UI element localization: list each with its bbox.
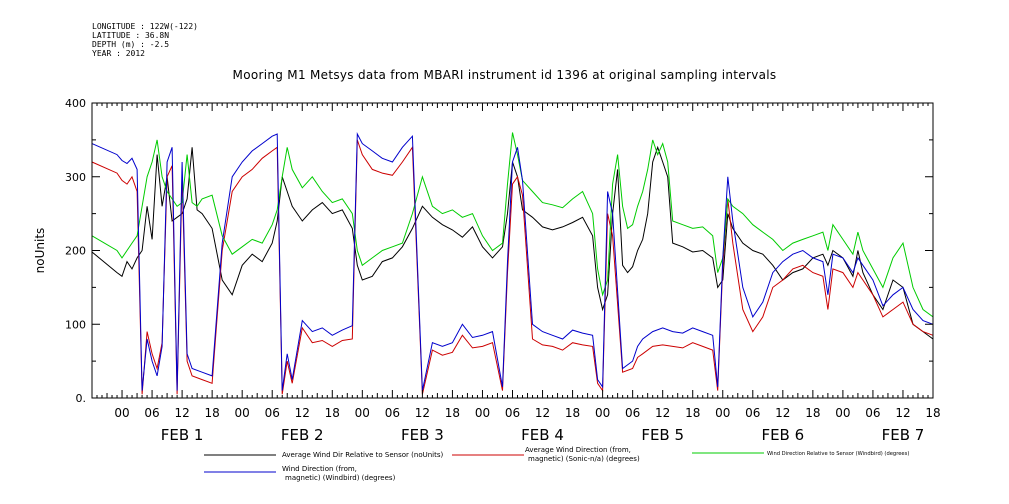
y-tick-label: 0. — [76, 392, 87, 405]
x-tick-label: 18 — [925, 406, 940, 420]
y-tick-label: 300 — [65, 171, 86, 184]
x-day-label: FEB 5 — [641, 426, 684, 444]
series-line-4 — [91, 132, 934, 391]
y-tick-label: 400 — [65, 97, 86, 110]
axis-layer: 0. 100 200 300 400 00 06 12 18 00 06 12 18 00 06 12 18 00… — [65, 97, 941, 444]
legend-label-windbird-direction-2: magnetic) (Windbird) (degrees) — [285, 474, 396, 482]
x-tick-label: 18 — [205, 406, 220, 420]
x-tick-label: 06 — [144, 406, 159, 420]
chart-title: Mooring M1 Metsys data from MBARI instru… — [232, 68, 777, 82]
x-tick-label: 18 — [805, 406, 820, 420]
x-tick-label: 12 — [775, 406, 790, 420]
x-tick-label: 12 — [655, 406, 670, 420]
x-tick-label: 12 — [415, 406, 430, 420]
x-tick-label: 00 — [235, 406, 250, 420]
x-tick-label: 06 — [625, 406, 640, 420]
x-tick-label: 06 — [265, 406, 280, 420]
legend-label-sonic-direction-2: magnetic) (Sonic-n/a) (degrees) — [528, 455, 640, 463]
x-tick-label: 18 — [685, 406, 700, 420]
x-day-label: FEB 2 — [281, 426, 324, 444]
legend-label-windbird-direction: Wind Direction (from, — [282, 465, 357, 473]
series-line-3 — [91, 132, 934, 318]
x-tick-label: 06 — [505, 406, 520, 420]
metadata-latitude: LATITUDE : 36.8N — [92, 31, 170, 40]
x-day-label: FEB 6 — [761, 426, 804, 444]
x-tick-label: 06 — [865, 406, 880, 420]
y-tick-label: 200 — [65, 245, 86, 258]
y-axis-label: noUnits — [33, 228, 47, 274]
x-day-label: FEB 3 — [401, 426, 444, 444]
legend-label-wind-dir-relative: Average Wind Dir Relative to Sensor (noU… — [282, 451, 443, 459]
legend-label-windbird-relative: Wind Direction Relative to Sensor (Windb… — [767, 451, 909, 457]
x-tick-label: 12 — [174, 406, 189, 420]
metadata-depth: DEPTH (m) : -2.5 — [92, 40, 170, 49]
x-tick-label: 00 — [595, 406, 610, 420]
y-tick-label: 100 — [65, 318, 86, 331]
legend: Average Wind Dir Relative to Sensor (noU… — [204, 446, 909, 482]
x-tick-label: 18 — [445, 406, 460, 420]
x-tick-label: 00 — [355, 406, 370, 420]
legend-label-sonic-direction: Average Wind Direction (from, — [525, 446, 631, 454]
x-tick-label: 00 — [475, 406, 490, 420]
x-tick-label: 12 — [535, 406, 550, 420]
x-day-label: FEB 7 — [882, 426, 925, 444]
x-tick-label: 12 — [295, 406, 310, 420]
x-tick-label: 06 — [385, 406, 400, 420]
x-tick-label: 00 — [114, 406, 129, 420]
x-tick-label: 12 — [895, 406, 910, 420]
x-tick-label: 00 — [835, 406, 850, 420]
x-tick-label: 18 — [325, 406, 340, 420]
metadata-longitude: LONGITUDE : 122W(-122) — [92, 22, 198, 31]
x-tick-label: 18 — [565, 406, 580, 420]
x-tick-label: 00 — [715, 406, 730, 420]
plot-frame — [91, 102, 934, 399]
x-day-label: FEB 1 — [161, 426, 204, 444]
x-tick-label: 06 — [745, 406, 760, 420]
series-line-2 — [91, 139, 934, 395]
x-day-label: FEB 4 — [521, 426, 564, 444]
series-layer — [91, 132, 934, 395]
metadata-year: YEAR : 2012 — [92, 49, 145, 58]
